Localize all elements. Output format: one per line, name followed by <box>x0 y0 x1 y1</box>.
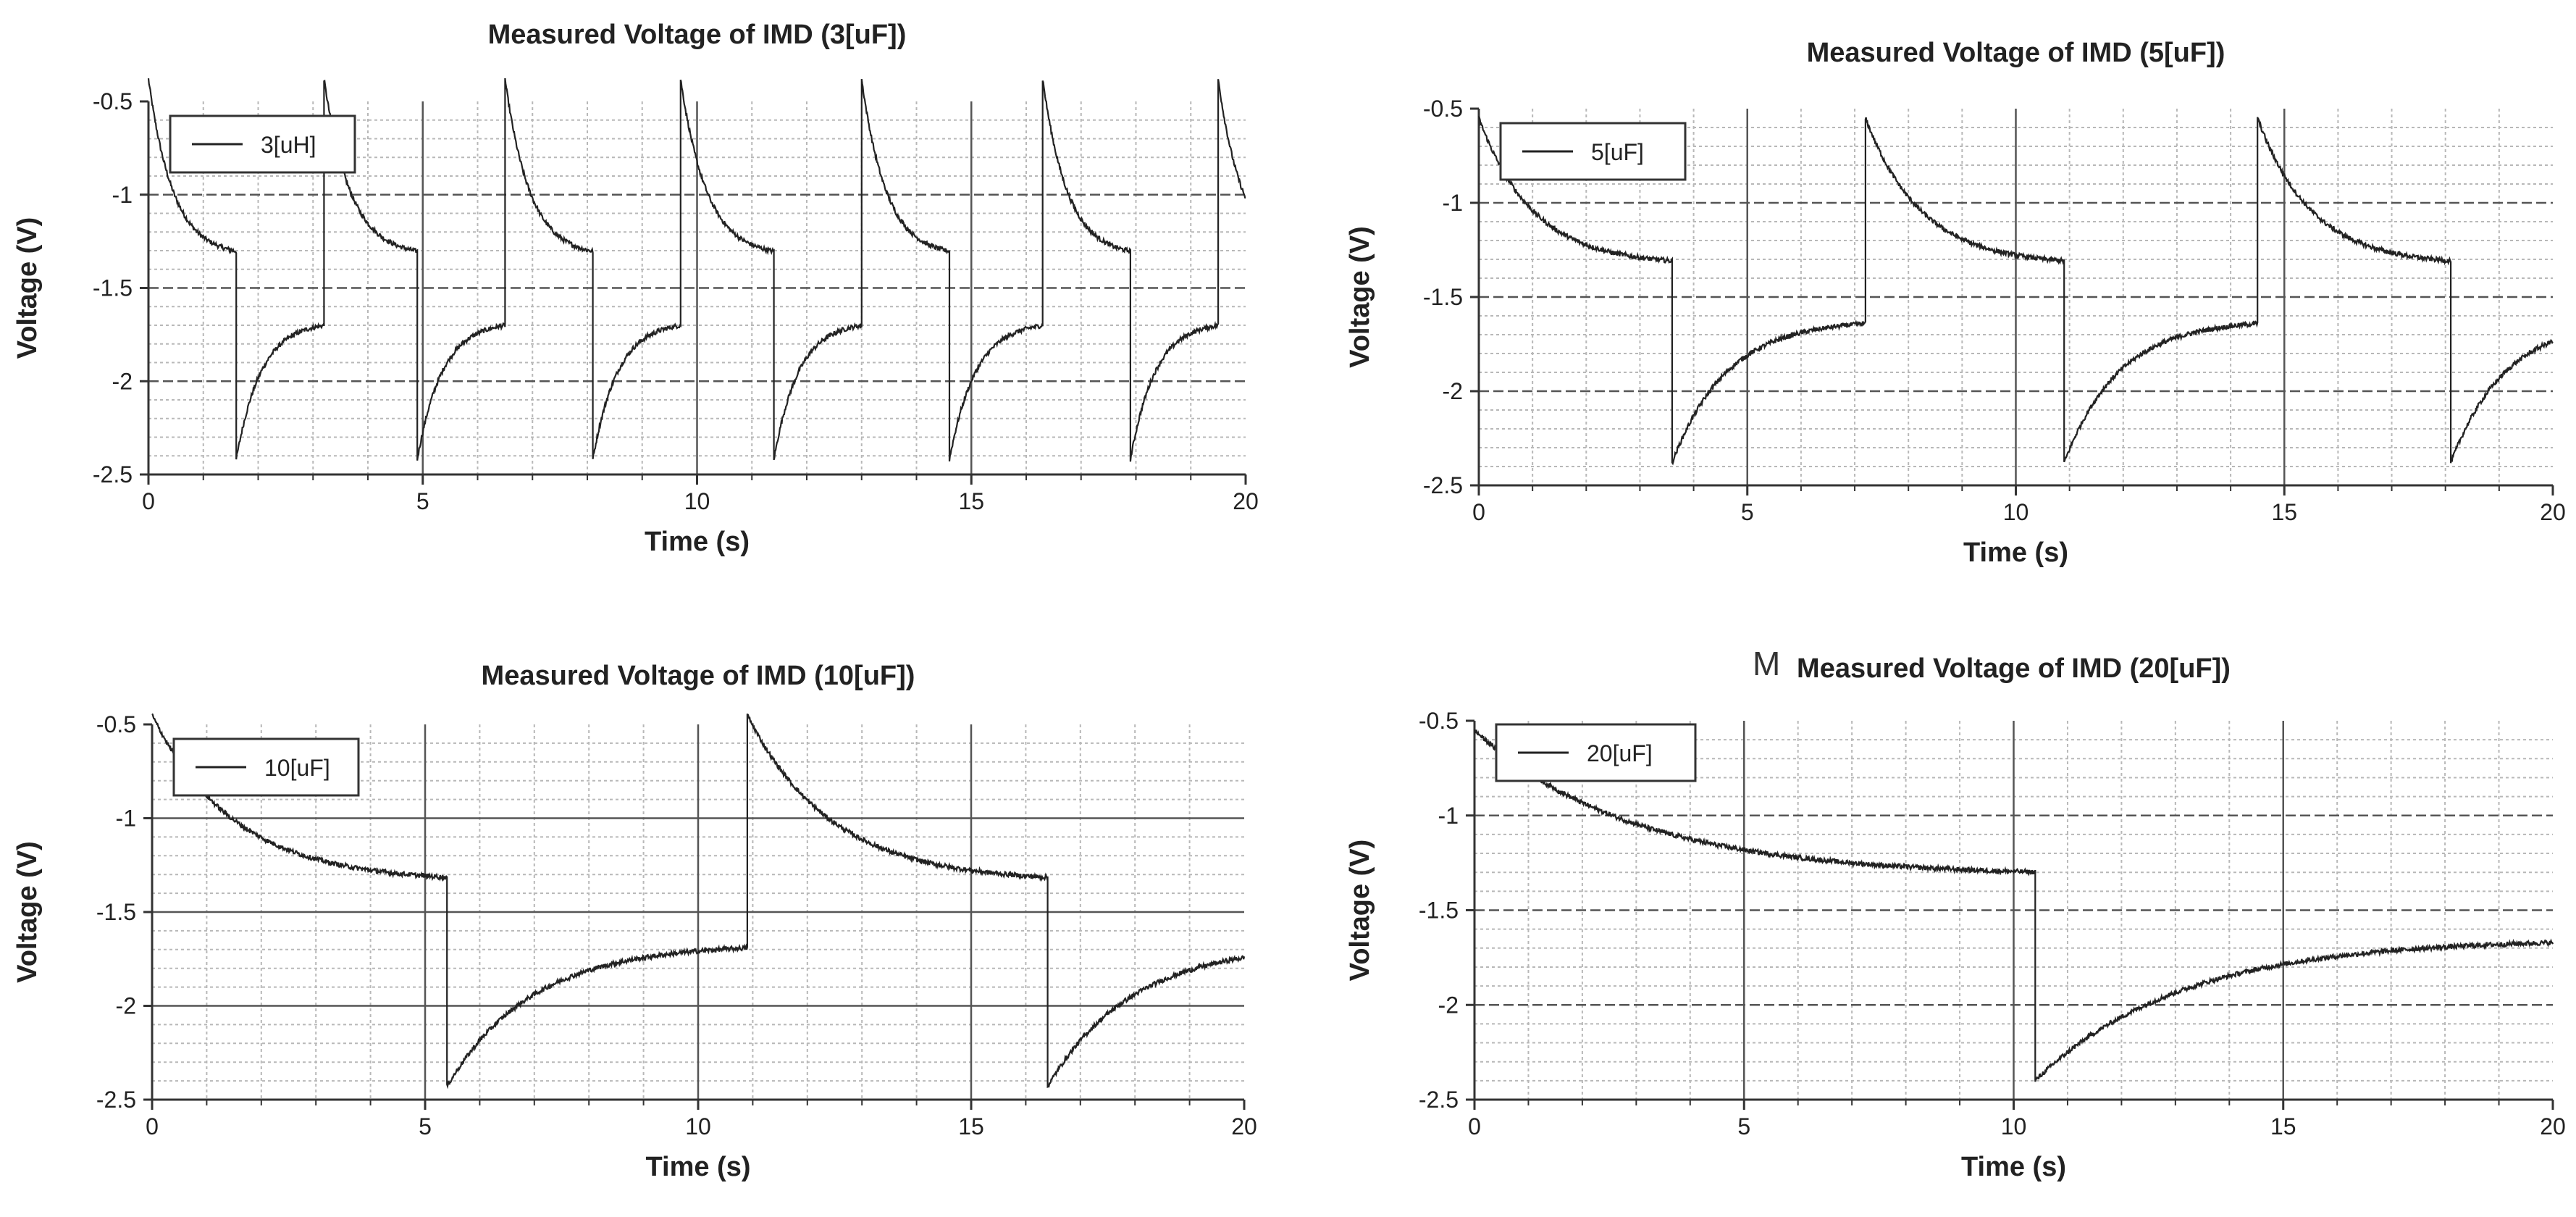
legend-label: 20[uF] <box>1587 740 1653 766</box>
x-tick-label: 10 <box>2003 499 2029 525</box>
y-tick-label: -0.5 <box>1423 96 1463 122</box>
x-tick-label: 15 <box>2271 499 2297 525</box>
y-tick-label: -1.5 <box>1423 284 1463 310</box>
y-tick-label: -2 <box>1443 378 1463 404</box>
y-tick-label: -2 <box>112 368 133 394</box>
y-tick-label: -1.5 <box>96 899 136 925</box>
chart-title: Measured Voltage of IMD (3[uF]) <box>488 20 907 50</box>
x-tick-label: 5 <box>419 1113 432 1139</box>
x-tick-label: 0 <box>1468 1113 1481 1139</box>
x-tick-label: 5 <box>416 488 429 514</box>
x-tick-label: 10 <box>684 488 710 514</box>
x-tick-label: 20 <box>1231 1113 1257 1139</box>
y-tick-label: -2.5 <box>1419 1087 1459 1113</box>
x-tick-label: 20 <box>1233 488 1259 514</box>
stray-label: M <box>1753 645 1780 682</box>
chart-title: Measured Voltage of IMD (5[uF]) <box>1807 38 2225 68</box>
x-tick-label: 5 <box>1741 499 1754 525</box>
x-tick-label: 20 <box>2540 499 2566 525</box>
y-tick-label: -1 <box>112 182 133 208</box>
x-tick-label: 0 <box>1472 499 1485 525</box>
y-tick-label: -1.5 <box>93 275 133 301</box>
x-tick-label: 0 <box>146 1113 159 1139</box>
y-tick-label: -1.5 <box>1419 898 1459 924</box>
series-line <box>1477 115 2554 466</box>
y-tick-label: -2 <box>116 993 136 1019</box>
x-tick-label: 15 <box>958 1113 984 1139</box>
x-tick-label: 15 <box>958 488 984 514</box>
x-tick-label: 5 <box>1737 1113 1750 1139</box>
legend-label: 10[uF] <box>264 755 330 781</box>
y-tick-label: -0.5 <box>96 711 136 737</box>
chart-panel-p10: 0 5 10 15 20 -0.5 -1 -1.5 -2 -2.5 Measured Voltage… <box>12 661 1257 1182</box>
x-axis-label: Time (s) <box>1961 1152 2066 1182</box>
chart-title: Measured Voltage of IMD (20[uF]) <box>1797 653 2231 684</box>
x-tick-label: 15 <box>2270 1113 2296 1139</box>
x-tick-label: 20 <box>2540 1113 2566 1139</box>
y-tick-label: -2.5 <box>93 461 133 488</box>
y-axis-label: Voltage (V) <box>12 841 43 983</box>
series-line <box>1473 729 2554 1082</box>
y-tick-label: -0.5 <box>93 88 133 114</box>
chart-panel-p3: 0 5 10 15 20 -0.5 -1 -1.5 -2 -2.5 Measured Voltage… <box>12 20 1259 557</box>
y-tick-label: -1 <box>1438 803 1459 829</box>
y-tick-label: -0.5 <box>1419 708 1459 734</box>
y-tick-label: -1 <box>1443 190 1463 216</box>
x-tick-label: 0 <box>142 488 155 514</box>
series-line <box>151 713 1246 1090</box>
legend-label: 5[uF] <box>1591 139 1644 165</box>
x-tick-label: 10 <box>685 1113 711 1139</box>
x-axis-label: Time (s) <box>1963 538 2068 568</box>
x-tick-label: 10 <box>2001 1113 2027 1139</box>
legend-label: 3[uH] <box>261 132 316 158</box>
y-tick-label: -2.5 <box>1423 472 1463 498</box>
chart-panel-p5: 0 5 10 15 20 -0.5 -1 -1.5 -2 -2.5 Measured Voltage… <box>1345 38 2566 568</box>
y-tick-label: -1 <box>116 806 136 832</box>
y-axis-label: Voltage (V) <box>12 217 43 359</box>
chart-title: Measured Voltage of IMD (10[uF]) <box>482 661 915 691</box>
chart-panel-p20: 0 5 10 15 20 -0.5 -1 -1.5 -2 -2.5 Measured Voltage… <box>1345 645 2566 1182</box>
y-axis-label: Voltage (V) <box>1345 840 1375 982</box>
x-axis-label: Time (s) <box>645 527 750 557</box>
y-tick-label: -2 <box>1438 992 1459 1018</box>
x-axis-label: Time (s) <box>645 1152 750 1182</box>
y-axis-label: Voltage (V) <box>1345 226 1375 368</box>
y-tick-label: -2.5 <box>96 1087 136 1113</box>
